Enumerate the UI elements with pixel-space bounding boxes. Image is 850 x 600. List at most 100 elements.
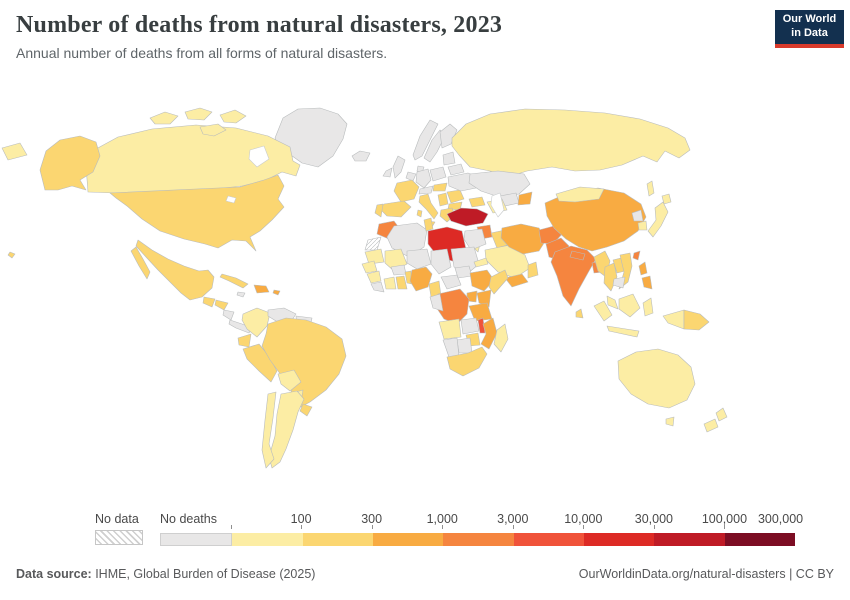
country-ivory-coast[interactable] [383,276,397,290]
legend-bin-b1[interactable] [232,533,303,546]
country-guatemala[interactable] [202,296,216,308]
country-malaysia[interactable] [606,295,619,310]
country-angola[interactable] [438,318,462,340]
legend-bin-b4[interactable] [443,533,514,546]
country-romania[interactable] [446,189,465,204]
country-puerto-rico[interactable] [272,289,281,296]
country-kenya[interactable] [476,289,492,308]
owid-link[interactable]: OurWorldinData.org/natural-disasters [578,567,786,581]
legend-no-data-swatch[interactable] [95,530,143,545]
country-usa[interactable] [109,174,285,252]
country-cuba[interactable] [219,273,249,289]
country-belarus[interactable] [447,163,465,176]
country-chad[interactable] [430,248,452,275]
country-namibia[interactable] [442,337,460,358]
country-india[interactable] [550,245,597,307]
country-chile[interactable] [261,391,277,469]
owid-logo[interactable]: Our World in Data [775,10,844,48]
country-guinea[interactable] [366,270,382,284]
country-iran[interactable] [500,223,547,255]
country-mozambique[interactable] [480,317,498,350]
country-spain[interactable] [379,200,412,218]
country-jamaica[interactable] [236,291,246,298]
country-philippines-north[interactable] [638,261,648,276]
country-nicaragua[interactable] [222,309,235,321]
legend-bin-b8[interactable] [724,533,795,546]
country-germany[interactable] [415,168,432,189]
country-kyrgyz-tajik[interactable] [517,191,533,206]
country-mauritania[interactable] [364,248,385,265]
country-madagascar[interactable] [493,323,509,353]
country-ireland[interactable] [382,167,393,178]
country-honduras[interactable] [214,299,229,311]
country-benelux[interactable] [405,171,417,182]
country-hawaii[interactable] [7,251,16,259]
country-australia[interactable] [617,348,696,409]
legend-bin-b3[interactable] [372,533,444,546]
country-turkey[interactable] [446,207,489,227]
country-zambia[interactable] [460,317,480,335]
country-bolivia[interactable] [277,369,302,392]
legend-bin-b6[interactable] [583,533,655,546]
country-south-korea[interactable] [637,220,648,231]
country-somalia[interactable] [488,269,509,295]
country-sumatra[interactable] [593,300,613,322]
country-central-african-republic[interactable] [440,274,462,290]
country-sulawesi[interactable] [642,297,654,317]
country-mexico-baja[interactable] [130,246,151,280]
country-senegal[interactable] [361,260,378,274]
country-sakhalin[interactable] [646,180,655,197]
country-hokkaido[interactable] [661,193,672,205]
country-tunisia[interactable] [423,217,434,232]
country-java[interactable] [606,325,640,338]
country-japan[interactable] [647,201,669,238]
country-south-africa[interactable] [446,346,488,377]
country-balkans[interactable] [437,192,449,207]
country-iceland[interactable] [351,150,371,162]
country-malawi[interactable] [477,317,486,334]
country-mongolia[interactable] [555,186,605,203]
country-south-sudan[interactable] [454,265,473,279]
license-link[interactable]: CC BY [795,567,834,581]
country-canada-arctic-1[interactable] [149,111,179,125]
country-ecuador[interactable] [237,333,252,348]
country-alaska[interactable] [39,135,101,191]
country-west-new-guinea[interactable] [662,309,685,330]
country-kazakhstan[interactable] [468,170,531,198]
legend-bin-b7[interactable] [654,533,725,546]
country-hungary-slovakia[interactable] [432,182,448,192]
country-burkina-faso[interactable] [390,264,407,276]
country-peru[interactable] [242,343,278,383]
country-sierra-leone-liberia[interactable] [370,281,385,293]
country-colombia[interactable] [241,307,271,338]
country-borneo[interactable] [618,293,641,318]
country-uruguay[interactable] [299,403,313,417]
country-oman[interactable] [527,261,539,279]
country-nepal[interactable] [569,250,586,261]
country-nz-north[interactable] [715,407,728,422]
legend-bin-no_deaths[interactable] [160,533,233,546]
country-nz-south[interactable] [703,418,719,433]
country-uk[interactable] [392,155,406,179]
country-tasmania[interactable] [665,416,675,427]
country-poland[interactable] [429,166,447,182]
country-costa-rica-panama[interactable] [228,319,253,334]
country-ghana[interactable] [395,275,408,290]
legend-bin-b5[interactable] [513,533,584,546]
country-sri-lanka[interactable] [575,308,584,319]
country-norway[interactable] [412,119,439,161]
country-hispaniola[interactable] [253,284,270,294]
country-cambodia[interactable] [612,276,626,289]
country-alpine[interactable] [418,185,434,195]
country-caucasus[interactable] [468,196,486,208]
country-france[interactable] [393,179,420,203]
country-canada-arctic-4[interactable] [199,123,227,137]
country-yemen[interactable] [504,273,529,288]
country-portugal[interactable] [374,203,384,218]
country-botswana[interactable] [456,337,473,354]
country-western-sahara[interactable] [364,236,382,251]
country-baltics[interactable] [442,151,456,166]
country-canada-arctic-2[interactable] [184,107,213,121]
country-argentina[interactable] [268,390,305,469]
country-mexico[interactable] [135,239,215,301]
